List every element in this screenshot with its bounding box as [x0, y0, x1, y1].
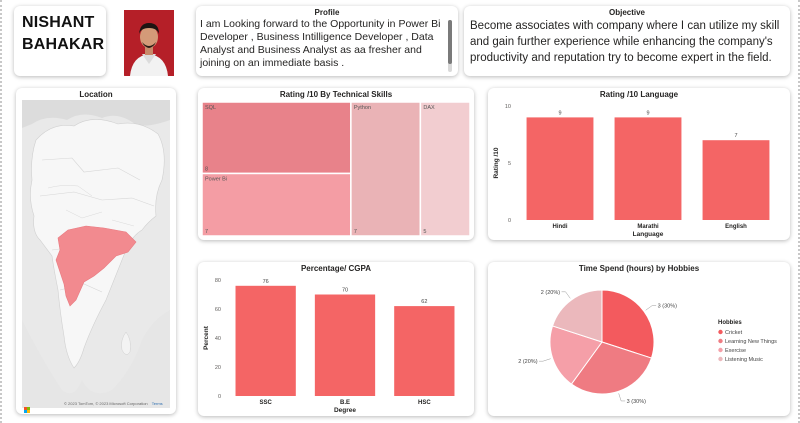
treemap-label-power-bi: Power Bi	[205, 176, 227, 182]
location-map-card: Location © 2023 TomTom, © 2023 Microsoft…	[16, 88, 176, 414]
profile-title: Profile	[196, 8, 458, 17]
india-map	[22, 100, 170, 408]
legend-label-listening-music: Listening Music	[725, 357, 763, 363]
treemap-tile-dax	[420, 102, 470, 236]
y-tick-5: 5	[508, 161, 511, 167]
bar-marathi	[615, 117, 682, 220]
legend-marker-listening-music	[718, 357, 722, 361]
x-tick-english: English	[725, 224, 747, 230]
profile-text: I am Looking forward to the Opportunity …	[200, 18, 444, 70]
x-tick-hsc: HSC	[418, 400, 431, 406]
bar-label-hindi: 9	[558, 110, 561, 116]
objective-title: Objective	[464, 8, 790, 17]
map-area[interactable]	[22, 100, 170, 408]
bar-label-hsc: 62	[421, 299, 427, 305]
treemap-tile-power-bi	[202, 173, 351, 236]
percentage-cgpa-card: Percentage/ CGPA 0 20 40 60 80 76 SSC 70 B.E 62 HS…	[198, 262, 474, 416]
legend-label-learning-new-things: Learning New Things	[725, 339, 777, 345]
y-tick-80: 80	[215, 278, 221, 284]
bing-logo-icon	[24, 400, 34, 406]
person-silhouette-icon	[124, 10, 174, 76]
legend-label-cricket: Cricket	[725, 330, 743, 336]
technical-skills-card: Rating /10 By Technical Skills SQL 8 Power…	[198, 88, 474, 240]
percentage-cgpa-chart: 0 20 40 60 80 76 SSC 70 B.E 62 HSC Degree Percent	[198, 262, 474, 416]
hobbies-card: Time Spend (hours) by Hobbies 3 (30%) 3 (…	[488, 262, 790, 416]
map-copyright: © 2023 TomTom, © 2023 Microsoft Corporat…	[64, 401, 163, 406]
treemap-label-sql: SQL	[205, 105, 216, 111]
x-axis-title: Language	[633, 231, 664, 238]
y-tick-0: 0	[508, 218, 511, 224]
bar-label-ssc: 76	[263, 279, 269, 285]
hobbies-pie-chart: 3 (30%) 3 (30%) 2 (20%) 2 (20%) Hobbies Crick…	[488, 262, 790, 416]
treemap-value-python: 7	[354, 229, 357, 235]
pie-leader-cricket	[646, 306, 656, 311]
language-rating-card: Rating /10 Language 0 5 10 9 Hindi 9 Marathi 7 E…	[488, 88, 790, 240]
y-tick-60: 60	[215, 307, 221, 313]
technical-skills-title: Rating /10 By Technical Skills	[198, 90, 474, 99]
language-rating-title: Rating /10 Language	[488, 90, 790, 99]
pie-data-label-cricket: 3 (30%)	[658, 304, 677, 310]
legend-label-exercise: Exercise	[725, 348, 746, 354]
pie-data-label-learning-new-things: 3 (30%)	[627, 399, 646, 405]
objective-card: Objective Become associates with company…	[464, 6, 790, 76]
profile-card: Profile I am Looking forward to the Oppo…	[196, 6, 458, 76]
y-tick-0: 0	[218, 394, 221, 400]
y-axis-title: Percent	[203, 325, 210, 350]
bar-label-english: 7	[734, 133, 737, 139]
treemap-value-sql: 8	[205, 166, 208, 172]
x-tick-marathi: Marathi	[637, 224, 659, 230]
treemap-label-python: Python	[354, 105, 371, 111]
photo-card	[120, 6, 182, 76]
pie-data-label-exercise: 2 (20%)	[518, 359, 537, 365]
language-rating-chart: 0 5 10 9 Hindi 9 Marathi 7 English Language Rating…	[488, 88, 790, 240]
treemap-value-power-bi: 7	[205, 229, 208, 235]
x-tick-b-e: B.E	[340, 400, 350, 406]
y-axis-title: Rating /10	[493, 147, 500, 178]
bar-hsc	[394, 306, 454, 396]
legend-marker-exercise	[718, 348, 722, 352]
bar-hindi	[527, 117, 594, 220]
profile-photo	[124, 10, 174, 76]
profile-scrollbar[interactable]	[448, 20, 452, 72]
x-tick-hindi: Hindi	[553, 224, 568, 230]
objective-text: Become associates with company where I c…	[470, 18, 786, 66]
name-card: NISHANT BAHAKAR	[14, 6, 106, 76]
x-tick-ssc: SSC	[259, 400, 272, 406]
bar-label-b-e: 70	[342, 288, 348, 294]
bar-b-e	[315, 295, 375, 397]
bar-english	[703, 140, 770, 220]
pie-data-label-listening-music: 2 (20%)	[541, 290, 560, 296]
percentage-cgpa-title: Percentage/ CGPA	[198, 264, 474, 273]
pie-leader-learning-new-things	[619, 393, 625, 401]
bar-label-marathi: 9	[646, 110, 649, 116]
location-title: Location	[16, 90, 176, 99]
bar-ssc	[236, 286, 296, 396]
treemap-tile-python	[351, 102, 420, 236]
hobbies-title: Time Spend (hours) by Hobbies	[488, 264, 790, 273]
legend-marker-learning-new-things	[718, 339, 722, 343]
name-text: NISHANT BAHAKAR	[22, 12, 104, 56]
x-axis-title: Degree	[334, 407, 356, 414]
y-tick-40: 40	[215, 336, 221, 342]
map-terms-link[interactable]: Terms	[152, 401, 163, 406]
technical-skills-treemap: SQL 8 Power Bi 7 Python 7 DAX 5	[198, 88, 474, 240]
treemap-tile-sql	[202, 102, 351, 173]
name-line-2: BAHAKAR	[22, 34, 104, 56]
treemap-value-dax: 5	[423, 229, 426, 235]
y-tick-20: 20	[215, 365, 221, 371]
legend-marker-cricket	[718, 330, 722, 334]
treemap-label-dax: DAX	[423, 105, 435, 111]
name-line-1: NISHANT	[22, 12, 104, 34]
pie-leader-exercise	[539, 359, 551, 361]
legend-title: Hobbies	[718, 320, 742, 326]
y-tick-10: 10	[505, 104, 511, 110]
pie-leader-listening-music	[562, 292, 571, 298]
profile-scrollbar-thumb[interactable]	[448, 20, 452, 64]
